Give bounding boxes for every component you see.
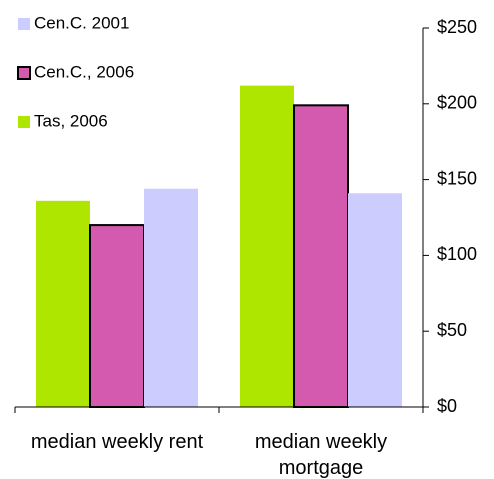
bar xyxy=(293,104,349,408)
legend-swatch xyxy=(18,18,30,30)
bar xyxy=(348,193,402,407)
y-tick-label: $50 xyxy=(437,320,467,340)
y-tick-label: $150 xyxy=(437,168,477,188)
legend-label: Cen.C., 2006 xyxy=(34,62,134,81)
bar xyxy=(36,200,90,407)
legend-label: Cen.C. 2001 xyxy=(34,13,129,32)
bar xyxy=(240,85,294,407)
y-tick-label: $250 xyxy=(437,17,477,37)
legend-label: Tas, 2006 xyxy=(34,111,108,130)
bar xyxy=(89,224,145,408)
y-tick-label: $100 xyxy=(437,244,477,264)
y-tick-label: $200 xyxy=(437,93,477,113)
x-tick-label: median weekly rent xyxy=(30,431,204,453)
legend-swatch xyxy=(18,116,30,128)
x-tick-label: median weekly mortgage xyxy=(254,431,388,479)
y-tick-label: $0 xyxy=(437,396,457,416)
legend-swatch xyxy=(17,66,31,80)
bar xyxy=(144,188,198,407)
